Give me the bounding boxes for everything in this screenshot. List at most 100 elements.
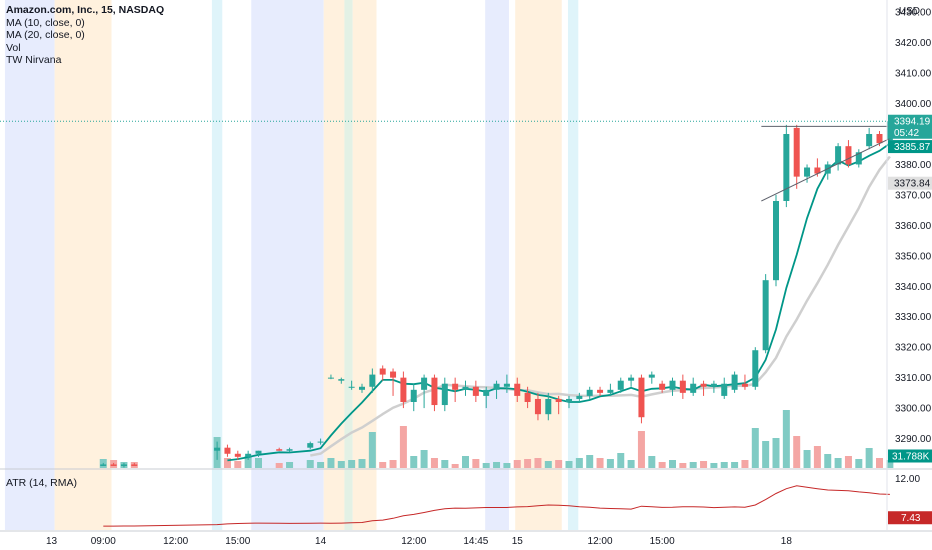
volume-bar: [327, 458, 335, 468]
volume-bar: [658, 462, 666, 468]
session-band-8: [515, 0, 562, 530]
volume-bar: [689, 462, 697, 468]
legend-vol[interactable]: Vol: [6, 41, 21, 54]
candle-body: [317, 441, 324, 443]
candle-body: [855, 152, 862, 165]
price-tick-label: 3400.00: [895, 99, 932, 110]
price-tag-countdown: 05:42: [894, 128, 919, 139]
candle: [576, 392, 583, 402]
candle-body: [276, 449, 283, 451]
volume-bar: [762, 441, 770, 468]
legend-symbol[interactable]: Amazon.com, Inc., 15, NASDAQ: [6, 4, 165, 16]
volume-bar: [337, 461, 345, 468]
volume-bar: [389, 460, 397, 468]
candle: [752, 347, 759, 390]
candle-body: [514, 383, 521, 396]
candle: [545, 392, 552, 421]
candle: [255, 450, 262, 457]
candle-body: [566, 398, 572, 402]
candle: [783, 124, 790, 208]
candle-body: [679, 380, 686, 393]
candle: [421, 374, 428, 409]
volume-bar: [234, 461, 242, 468]
volume-bar: [544, 461, 552, 468]
candle: [410, 383, 417, 412]
candle: [762, 274, 769, 354]
volume-bar: [772, 438, 780, 468]
price-gridlines: [0, 120, 932, 532]
time-tick-label: 14:45: [463, 536, 488, 547]
legend-tw[interactable]: TW Nirvana: [6, 54, 62, 67]
volume-bar: [482, 463, 490, 468]
candle: [731, 371, 738, 393]
candle: [659, 380, 666, 393]
volume-bar: [462, 456, 469, 468]
candle: [597, 386, 604, 396]
volume-bar: [751, 428, 759, 468]
candle-body: [286, 449, 293, 451]
candle-body: [835, 146, 842, 165]
price-tick-label: 3330.00: [895, 312, 932, 323]
candle-body: [120, 464, 127, 466]
candle: [110, 462, 117, 466]
candle-body: [628, 377, 635, 381]
price-tick-label: 3350.00: [895, 251, 932, 262]
volume-bar: [524, 459, 532, 468]
legend-ma10[interactable]: MA (10, close, 0): [6, 16, 85, 29]
candle-body: [338, 379, 345, 381]
session-band-5: [344, 0, 353, 530]
price-tag: [888, 176, 932, 190]
time-tick-label: 12:00: [588, 536, 613, 547]
candle-body: [783, 134, 790, 201]
candle: [710, 380, 717, 393]
time-axis[interactable]: 13 09:00 12:00 15:00 14 12:00 14:45 15 12:00 15:0…: [46, 536, 792, 547]
volume-bar: [803, 450, 811, 468]
candle-body: [648, 374, 655, 378]
candle-body: [524, 392, 531, 402]
volume-bar: [606, 459, 614, 468]
volume-bar: [700, 461, 708, 468]
volume-bar: [451, 464, 459, 468]
price-tag: [888, 140, 932, 154]
atr-line: [103, 485, 890, 527]
volume-bar: [586, 455, 594, 468]
atr-tag: [888, 511, 932, 525]
candle: [379, 365, 386, 381]
candle-body: [741, 383, 748, 387]
candle: [514, 377, 521, 402]
candle: [773, 194, 779, 287]
atr-tick-label: 12.00: [895, 474, 920, 485]
volume-bar: [244, 456, 252, 468]
currency-label[interactable]: USD: [898, 6, 920, 17]
candle-body: [586, 389, 593, 396]
atr-legend[interactable]: ATR (14, RMA): [6, 477, 77, 489]
session-band-7: [485, 0, 509, 530]
candle: [690, 377, 697, 396]
volume-bar: [379, 462, 387, 468]
candle: [721, 377, 728, 399]
volume-bar: [637, 431, 645, 468]
volume-bar: [223, 458, 231, 468]
volume-bar: [565, 461, 573, 468]
candle: [348, 380, 355, 390]
volume-bar: [731, 462, 739, 468]
atr-pane: [103, 485, 890, 527]
volume-bar: [358, 459, 366, 468]
candle-body: [607, 389, 614, 393]
volume-bar: [420, 450, 428, 468]
volume-bar: [441, 460, 449, 468]
candle: [866, 127, 873, 150]
volume-bar: [617, 453, 625, 468]
price-tick-label: 3320.00: [895, 343, 932, 354]
candle-body: [348, 386, 355, 388]
volume-bar: [648, 456, 656, 468]
candle-body: [752, 350, 759, 387]
candle: [286, 447, 293, 453]
candle: [493, 380, 500, 399]
price-tick-label: 3290.00: [895, 434, 932, 445]
price-tick-label: 3360.00: [895, 221, 932, 232]
legend-ma20[interactable]: MA (20, close, 0): [6, 29, 85, 42]
volume-bar: [306, 460, 314, 468]
candle-body: [597, 389, 604, 393]
candle: [804, 164, 811, 183]
